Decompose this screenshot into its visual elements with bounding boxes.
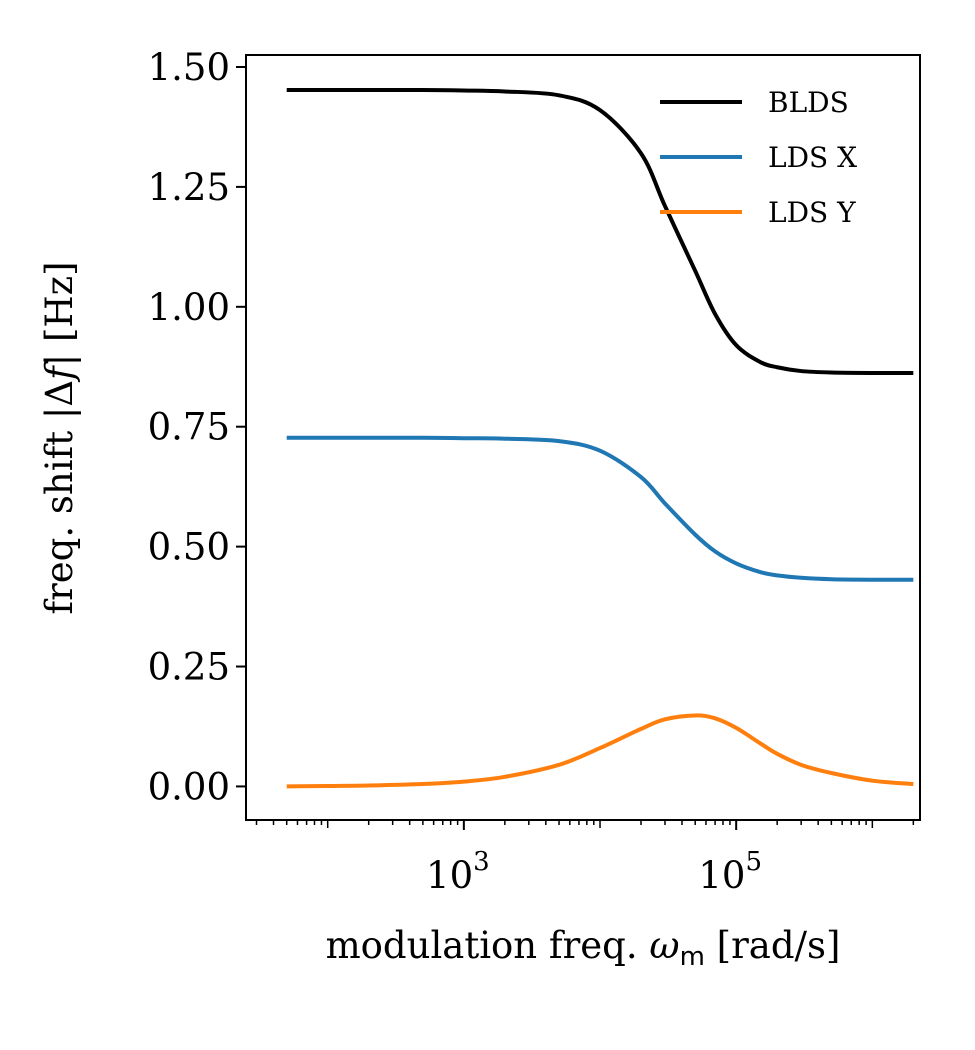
y-tick-label: 0.75 [148,406,230,449]
legend-label: BLDS [768,86,849,119]
x-axis-label: modulation freq. ωm [rad/s] [326,924,841,972]
plot-frame [245,54,921,821]
legend-label: LDS Y [768,196,856,229]
series-line-lds-y [286,713,914,789]
legend: BLDS LDS X LDS Y [660,86,857,229]
y-tick-label: 0.25 [148,646,230,689]
y-axis-label: freq. shift |Δf| [Hz] [38,261,81,614]
y-tick-label: 0.00 [148,765,230,808]
x-tick-label: 105 [698,847,762,897]
y-tick-label: 1.25 [148,166,230,209]
series-line-lds-x [286,435,914,582]
legend-label: LDS X [768,141,857,174]
series-layer [286,87,914,789]
y-tick-label: 1.50 [148,46,230,89]
x-tick-label: 103 [426,847,490,897]
y-tick-label: 1.00 [148,286,230,329]
series-line-blds [286,87,914,376]
y-tick-label: 0.50 [148,526,230,569]
